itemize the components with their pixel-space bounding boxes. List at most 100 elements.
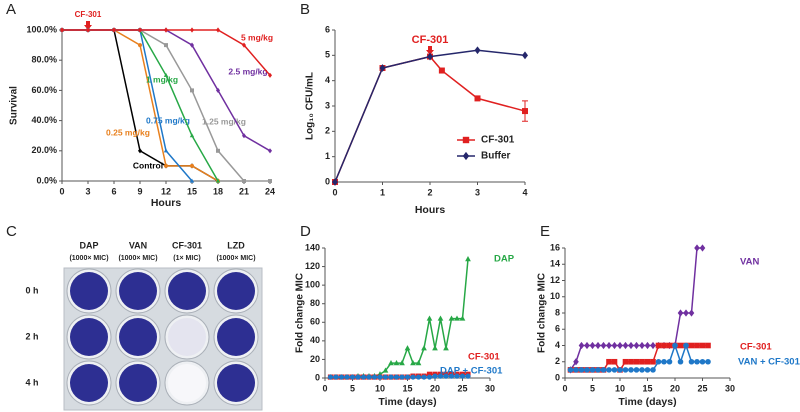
y-tick-label: 4 [555,340,560,350]
marker [216,87,220,93]
marker [465,373,471,379]
y-tick-label: 2 [555,356,560,366]
y-tick-label: 100 [305,280,320,290]
y-tick-label: 16 [550,242,560,252]
marker [459,373,466,379]
marker [578,367,585,373]
marker [462,151,470,161]
marker [404,374,411,380]
marker [426,374,433,380]
y-tick-label: 20 [310,354,320,364]
series-line [330,259,469,378]
marker [617,341,623,350]
marker [633,367,640,373]
x-tick-label: 6 [111,186,116,196]
marker [388,374,394,380]
annotation: CF-301 [412,34,449,46]
marker [611,367,618,373]
marker [644,341,651,350]
marker [600,367,607,373]
x-tick-label: 15 [402,383,412,393]
marker [655,358,662,365]
row-label: 0 h [25,285,38,295]
marker [393,360,400,366]
marker [426,315,433,321]
x-tick-label: 15 [187,186,197,196]
y-tick-label: 20.0% [31,145,57,155]
marker [677,309,684,317]
marker [650,358,656,365]
marker [163,148,169,153]
marker [611,358,618,365]
marker [600,341,607,350]
y-axis-label: Fold change MIC [295,273,306,353]
column-label: DAP [79,240,98,250]
x-tick-label: 5 [590,383,595,393]
marker [694,358,700,365]
marker [399,360,405,366]
marker [474,95,481,102]
marker [644,367,651,373]
marker [333,374,339,380]
series-line [569,247,703,371]
marker [622,358,629,365]
marker [138,27,142,33]
marker [465,256,471,262]
well [119,318,157,356]
marker [164,43,168,48]
series-label: CF-301 [468,352,500,363]
x-tick-label: 15 [642,383,652,393]
marker [216,27,220,33]
marker [426,371,433,377]
x-tick-label: 30 [725,383,735,393]
marker [573,358,579,366]
marker [438,67,445,74]
x-tick-label: 30 [485,383,495,393]
marker [349,374,356,380]
marker [448,373,455,379]
marker [242,179,246,183]
x-axis-label: Time (days) [378,396,436,408]
marker [443,345,449,351]
series-label: 5 mg/kg [241,32,273,42]
marker [164,27,168,33]
annotation-arrow [426,46,434,55]
y-tick-label: 40.0% [31,115,57,125]
marker [633,341,640,350]
legend-label: Buffer [481,151,511,162]
column-sublabel: (1000× MIC) [118,255,157,262]
marker [382,374,389,380]
well [217,318,255,356]
x-tick-label: 5 [350,383,355,393]
well [168,364,206,402]
marker [437,373,444,379]
y-tick-label: 60.0% [31,85,57,95]
well [168,272,206,310]
y-tick-label: 5 [325,50,330,60]
marker [377,374,383,380]
well [217,364,255,402]
y-tick-label: 0 [315,372,320,382]
marker [454,315,460,321]
marker [86,27,90,33]
x-tick-label: 2 [427,187,432,197]
series-label: CF-301 [740,342,772,353]
series-line [62,29,271,152]
panel-letter: D [300,223,311,240]
marker [410,374,416,380]
column-label: VAN [129,240,147,250]
marker [639,367,645,373]
marker [677,342,684,349]
marker [474,46,481,55]
marker [589,367,596,373]
marker [366,374,372,380]
series-label: 0.25 mg/kg [106,127,150,137]
marker [522,51,528,60]
marker [268,72,272,78]
well [168,318,206,356]
y-tick-label: 14 [550,259,560,269]
marker [606,341,612,350]
marker [268,179,272,183]
y-tick-label: 120 [305,261,320,271]
